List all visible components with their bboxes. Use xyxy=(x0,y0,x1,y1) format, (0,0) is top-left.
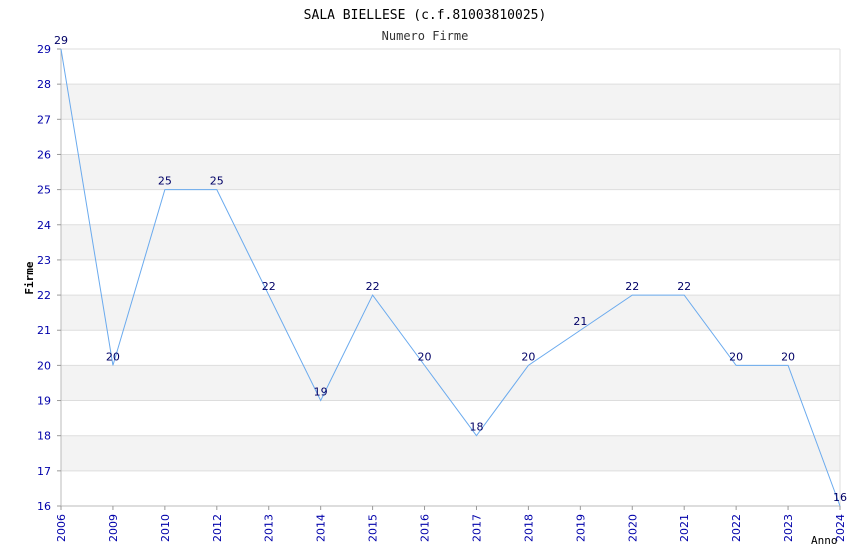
y-ticks: 16 17 18 19 20 21 22 23 24 25 26 27 28 29 xyxy=(37,43,61,513)
data-label: 22 xyxy=(677,280,691,293)
x-tick-label: 2023 xyxy=(782,514,795,542)
data-label: 18 xyxy=(469,421,483,434)
data-label: 22 xyxy=(625,280,639,293)
data-label: 16 xyxy=(833,491,847,504)
data-label: 19 xyxy=(314,386,328,399)
x-tick-label: 2024 xyxy=(834,514,847,542)
data-label: 20 xyxy=(106,350,120,363)
y-tick-label: 23 xyxy=(37,254,51,267)
data-label: 21 xyxy=(573,315,587,328)
x-tick-label: 2021 xyxy=(678,514,691,542)
y-tick-label: 19 xyxy=(37,395,51,408)
data-label: 22 xyxy=(366,280,380,293)
y-tick-label: 20 xyxy=(37,359,51,372)
y-tick-label: 17 xyxy=(37,465,51,478)
data-label: 25 xyxy=(158,175,172,188)
x-tick-label: 2018 xyxy=(522,514,535,542)
x-tick-label: 2012 xyxy=(211,514,224,542)
grid-band xyxy=(61,224,840,260)
y-tick-label: 22 xyxy=(37,289,51,302)
data-label: 29 xyxy=(54,34,68,47)
data-label: 20 xyxy=(418,350,432,363)
series-line xyxy=(60,48,841,507)
y-tick-label: 26 xyxy=(37,148,51,161)
x-tick-label: 2017 xyxy=(470,514,483,542)
y-axis-label: Firme xyxy=(23,261,36,294)
y-tick-label: 28 xyxy=(37,78,51,91)
x-tick-label: 2015 xyxy=(367,514,380,542)
y-tick-label: 24 xyxy=(37,219,51,232)
chart-title: SALA BIELLESE (c.f.81003810025) xyxy=(304,8,547,23)
grid-band xyxy=(61,365,840,401)
x-axis-label: Anno xyxy=(811,534,838,547)
chart-subtitle: Numero Firme xyxy=(382,29,469,43)
x-tick-label: 2020 xyxy=(626,514,639,542)
x-tick-label: 2016 xyxy=(419,514,432,542)
data-label: 25 xyxy=(210,175,224,188)
y-tick-label: 29 xyxy=(37,43,51,56)
grid-band xyxy=(61,435,840,471)
x-tick-label: 2019 xyxy=(574,514,587,542)
data-labels: 29 20 25 25 22 19 22 20 18 20 21 22 22 20 20 16 xyxy=(54,34,847,504)
x-tick-label: 2010 xyxy=(159,514,172,542)
data-label: 20 xyxy=(781,350,795,363)
y-tick-label: 18 xyxy=(37,430,51,443)
y-tick-label: 16 xyxy=(37,500,51,513)
axes xyxy=(60,49,841,507)
grid-band xyxy=(61,295,840,331)
y-tick-label: 21 xyxy=(37,324,51,337)
y-tick-label: 27 xyxy=(37,113,51,126)
grid-lines xyxy=(61,48,840,507)
grid-band xyxy=(61,84,840,120)
plot-bands xyxy=(61,84,840,471)
data-label: 20 xyxy=(521,350,535,363)
x-tick-label: 2022 xyxy=(730,514,743,542)
x-tick-label: 2006 xyxy=(55,514,68,542)
x-ticks: 2006 2009 2010 2012 2013 2014 2015 2016 2017 2018… xyxy=(55,506,847,542)
x-tick-label: 2013 xyxy=(263,514,276,542)
data-label: 22 xyxy=(262,280,276,293)
x-tick-label: 2009 xyxy=(107,514,120,542)
data-label: 20 xyxy=(729,350,743,363)
x-tick-label: 2014 xyxy=(315,514,328,542)
y-tick-label: 25 xyxy=(37,184,51,197)
grid-band xyxy=(61,154,840,190)
